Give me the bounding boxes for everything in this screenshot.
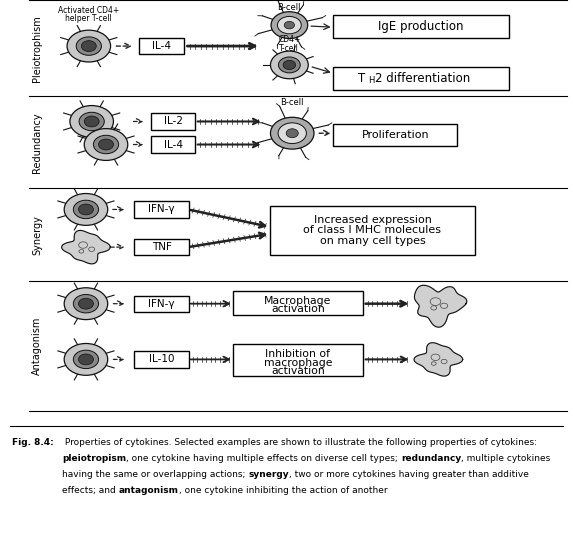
Circle shape <box>270 118 314 149</box>
FancyBboxPatch shape <box>134 295 189 312</box>
Text: synergy: synergy <box>248 470 289 479</box>
Text: Properties of cytokines. Selected examples are shown to illustrate the following: Properties of cytokines. Selected exampl… <box>62 438 537 447</box>
Text: , one cytokine having multiple effects on diverse cell types;: , one cytokine having multiple effects o… <box>126 454 401 463</box>
Text: of class I MHC molecules: of class I MHC molecules <box>304 225 441 236</box>
Polygon shape <box>414 285 467 327</box>
FancyBboxPatch shape <box>134 351 189 368</box>
Text: IL-4: IL-4 <box>163 139 183 150</box>
Circle shape <box>284 21 295 29</box>
Circle shape <box>64 194 108 225</box>
Circle shape <box>79 204 93 215</box>
Text: effects; and: effects; and <box>62 486 119 495</box>
Circle shape <box>84 116 99 127</box>
FancyBboxPatch shape <box>139 38 184 54</box>
Text: IL-10: IL-10 <box>149 354 174 364</box>
Text: macrophage: macrophage <box>264 358 332 368</box>
FancyBboxPatch shape <box>233 291 363 314</box>
Text: antagonism: antagonism <box>119 486 179 495</box>
FancyBboxPatch shape <box>333 123 457 146</box>
Text: B-cell: B-cell <box>280 98 304 107</box>
Text: having the same or overlapping actions;: having the same or overlapping actions; <box>62 470 248 479</box>
Circle shape <box>84 128 128 160</box>
Circle shape <box>73 294 99 313</box>
Circle shape <box>79 354 93 365</box>
Circle shape <box>278 57 300 73</box>
Text: TNF: TNF <box>152 242 171 252</box>
FancyBboxPatch shape <box>134 201 189 218</box>
Circle shape <box>76 37 101 55</box>
Text: IgE production: IgE production <box>378 20 464 33</box>
Circle shape <box>79 112 104 131</box>
Circle shape <box>271 12 308 39</box>
Text: helper T-cell: helper T-cell <box>65 14 112 23</box>
Text: activation: activation <box>271 304 325 314</box>
Polygon shape <box>414 343 462 376</box>
Text: Redundancy: Redundancy <box>32 112 42 173</box>
Text: activation: activation <box>271 366 325 376</box>
Circle shape <box>81 41 96 52</box>
Text: redundancy: redundancy <box>401 454 461 463</box>
Polygon shape <box>62 231 110 264</box>
Circle shape <box>270 51 308 79</box>
Text: T: T <box>358 72 366 85</box>
Text: IFN-γ: IFN-γ <box>148 299 175 308</box>
FancyBboxPatch shape <box>333 15 509 38</box>
Text: Increased expression: Increased expression <box>313 215 431 225</box>
FancyBboxPatch shape <box>270 206 475 255</box>
Circle shape <box>278 123 307 144</box>
Circle shape <box>277 16 301 34</box>
Text: Fig. 8.4:: Fig. 8.4: <box>12 438 54 447</box>
Circle shape <box>67 30 111 62</box>
Text: IL-2: IL-2 <box>163 116 183 126</box>
Circle shape <box>73 200 99 219</box>
FancyBboxPatch shape <box>333 67 509 90</box>
FancyBboxPatch shape <box>134 239 189 255</box>
Text: B-cell: B-cell <box>277 3 301 12</box>
Text: Activated CD4+: Activated CD4+ <box>58 6 119 15</box>
Circle shape <box>79 298 93 309</box>
Text: Macrophage: Macrophage <box>264 296 332 306</box>
Text: , multiple cytokines: , multiple cytokines <box>461 454 550 463</box>
Text: Synergy: Synergy <box>32 215 42 255</box>
Circle shape <box>93 135 119 154</box>
Text: Antagonism: Antagonism <box>32 317 42 375</box>
FancyBboxPatch shape <box>233 344 363 376</box>
Text: IFN-γ: IFN-γ <box>148 205 175 214</box>
Text: T-cell: T-cell <box>280 44 299 53</box>
Text: H: H <box>368 76 374 85</box>
Text: CD4+: CD4+ <box>278 35 301 44</box>
Text: , two or more cytokines having greater than additive: , two or more cytokines having greater t… <box>289 470 529 479</box>
Text: Pleiotrophism: Pleiotrophism <box>32 15 42 82</box>
Text: on many cell types: on many cell types <box>320 236 425 246</box>
Circle shape <box>70 106 113 138</box>
Text: pleiotropism: pleiotropism <box>62 454 126 463</box>
Text: , one cytokine inhibiting the action of another: , one cytokine inhibiting the action of … <box>179 486 387 495</box>
Text: Proliferation: Proliferation <box>362 130 429 140</box>
Circle shape <box>64 288 108 320</box>
Circle shape <box>64 343 108 375</box>
Circle shape <box>283 60 296 70</box>
FancyBboxPatch shape <box>151 137 195 153</box>
Text: IL-4: IL-4 <box>152 41 171 51</box>
Circle shape <box>73 350 99 369</box>
Text: 2 differentiation: 2 differentiation <box>375 72 470 85</box>
Circle shape <box>99 139 113 150</box>
Circle shape <box>286 129 299 138</box>
FancyBboxPatch shape <box>151 113 195 129</box>
Text: Inhibition of: Inhibition of <box>265 349 331 360</box>
